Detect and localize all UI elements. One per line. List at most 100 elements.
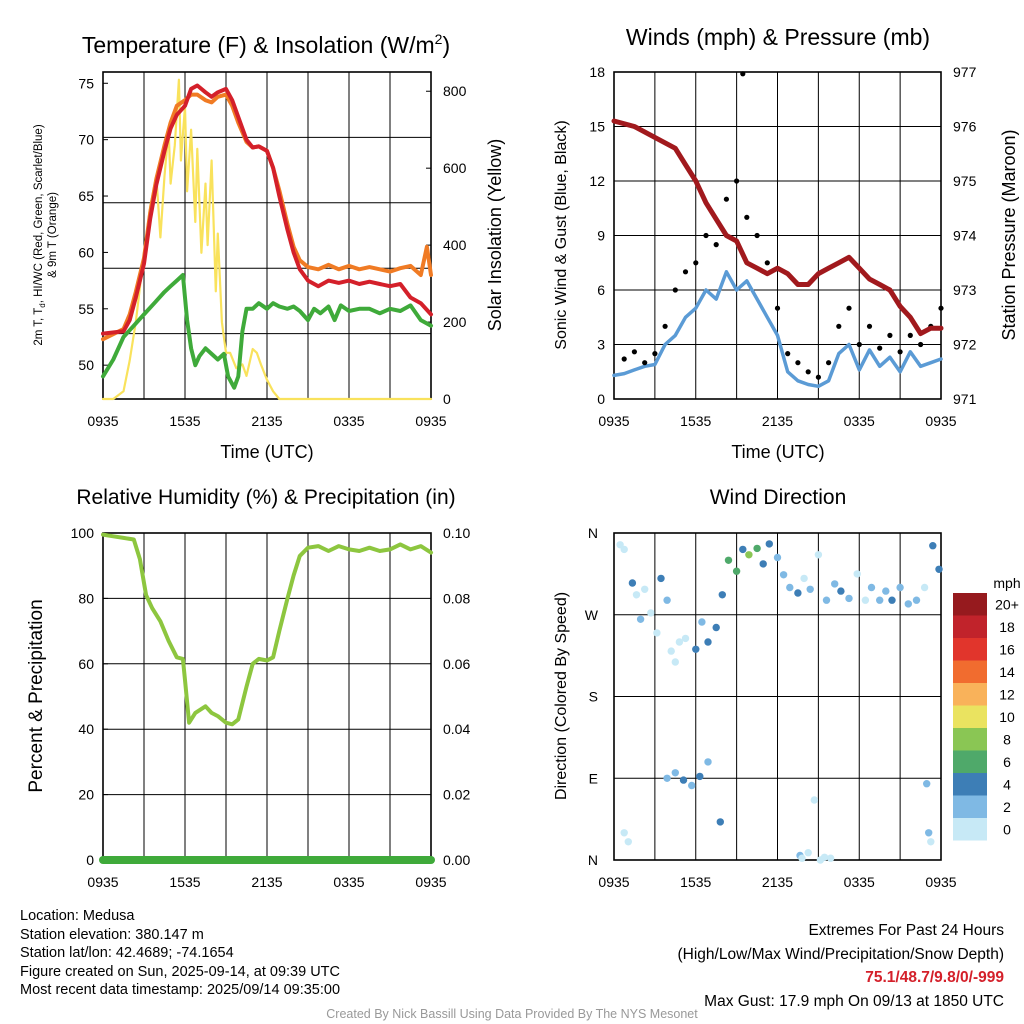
credit-line: Created By Nick Bassill Using Data Provi…: [326, 1007, 698, 1021]
solar-y-tick-label: 400: [443, 237, 467, 253]
direction-point: [822, 596, 831, 604]
x-tick-label: 2135: [251, 413, 282, 429]
direction-point: [739, 545, 747, 554]
direction-point: [698, 618, 706, 626]
direction-point: [867, 583, 876, 592]
direction-point: [712, 623, 720, 632]
pressure-y-tick-label: 976: [953, 119, 977, 135]
rh-y-tick-label: 60: [78, 656, 94, 672]
pressure-y-tick-label: 973: [953, 282, 977, 298]
direction-point: [657, 574, 665, 583]
direction-point: [692, 645, 700, 653]
rh-y-tick-label: 0: [86, 852, 94, 868]
direction-point: [853, 570, 861, 578]
solar-y-tick-label: 200: [443, 314, 467, 330]
gust-point: [785, 351, 791, 357]
info-elevation: Station elevation: 380.147 m: [20, 926, 204, 943]
direction-point: [671, 769, 679, 777]
direction-point: [681, 634, 690, 643]
direction-point: [904, 600, 912, 608]
legend-label: 2: [1003, 799, 1011, 815]
legend-swatch: [953, 705, 987, 728]
gust-point: [723, 196, 730, 202]
rh-plot: 0935 1535 2135 0335 0935 0 20 40 60 80 100 0.00 0.02…: [71, 525, 471, 890]
temp-ylabel-line2: & 9m T (Orange): [47, 192, 59, 278]
dir-y-tick-label: N: [588, 525, 598, 541]
precip-y-tick-label: 0.00: [443, 852, 470, 868]
direction-point: [624, 838, 632, 846]
x-tick-label: 0335: [333, 413, 364, 429]
legend-label: 4: [1003, 776, 1011, 792]
gust-point: [652, 351, 658, 357]
legend-label: 14: [999, 664, 1015, 680]
legend-swatch: [953, 728, 987, 751]
x-tick-label: 0335: [844, 874, 875, 890]
pressure-y-tick-label: 971: [953, 391, 977, 407]
rh-ylabel: Percent & Precipitation: [26, 599, 47, 792]
solar-y-tick-label: 600: [443, 160, 467, 176]
dir-y-tick-label: E: [589, 770, 598, 786]
direction-point: [753, 544, 761, 553]
direction-point: [765, 540, 773, 548]
dir-ylabel: Direction (Colored By Speed): [553, 592, 570, 800]
gust-point: [846, 305, 852, 311]
legend-label: 18: [999, 619, 1015, 635]
legend-label: 20+: [995, 596, 1019, 612]
direction-point: [831, 580, 839, 588]
wind-y-tick-label: 6: [597, 282, 605, 298]
direction-point: [820, 853, 829, 861]
precip-y-tick-label: 0.02: [443, 787, 470, 803]
direction-point: [912, 596, 921, 604]
info-recent: Most recent data timestamp: 2025/09/14 0…: [20, 982, 341, 999]
direction-point: [620, 545, 628, 554]
gust-point: [764, 260, 770, 266]
direction-point: [923, 780, 931, 788]
legend-swatch: [953, 638, 987, 661]
dir-y-tick-label: S: [589, 689, 598, 705]
gust-point: [713, 242, 719, 248]
direction-point: [786, 583, 794, 592]
legend-swatch: [953, 795, 987, 818]
x-tick-label: 0335: [844, 413, 875, 429]
direction-point: [920, 583, 929, 592]
pressure-y-tick-label: 977: [953, 64, 977, 80]
temp-y-tick-label: 70: [78, 132, 94, 148]
direction-point: [663, 774, 671, 782]
info-latlon: Station lat/lon: 42.4689; -74.1654: [20, 945, 234, 962]
pressure-y-tick-label: 975: [953, 173, 977, 189]
winds-y2label: Station Pressure (Maroon): [999, 129, 1019, 340]
rh-y-tick-label: 40: [78, 721, 94, 737]
gust-point: [826, 360, 832, 366]
gust-point: [877, 345, 883, 351]
gust-point: [856, 341, 862, 348]
extremes-max-gust: Max Gust: 17.9 mph On 09/13 at 1850 UTC: [704, 992, 1004, 1010]
gust-point: [836, 323, 842, 329]
precip-y-tick-label: 0.10: [443, 525, 470, 541]
rh-y-tick-label: 100: [71, 525, 95, 541]
info-location: Location: Medusa: [20, 908, 135, 924]
direction-point: [620, 829, 628, 837]
direction-point: [688, 781, 696, 790]
winds-plot: 0935 1535 2135 0335 0935 0 3 6 9 12 15 18 971 972 973 9…: [589, 64, 976, 429]
wind-y-tick-label: 3: [597, 337, 605, 353]
direction-point: [653, 629, 661, 637]
extremes-title: Extremes For Past 24 Hours: [808, 922, 1004, 939]
gust-point: [662, 323, 668, 329]
gust-point: [631, 349, 638, 355]
direction-point: [861, 596, 870, 604]
temp-plot: 0935 1535 2135 0335 0935 50 55 60 65 70 75 0 200 400 6…: [78, 71, 467, 429]
legend-swatch: [953, 750, 987, 773]
rh-y-tick-label: 20: [78, 787, 94, 803]
gust-point: [795, 360, 801, 366]
temp-title: Temperature (F) & Insolation (W/m2): [82, 31, 450, 58]
wind-y-tick-label: 9: [597, 228, 605, 244]
direction-point: [718, 591, 726, 599]
speed-legend: 20+ 18 16 14 12 10 8 6 4 2 0: [953, 593, 1019, 841]
direction-point: [804, 849, 812, 857]
gust-point: [866, 323, 873, 329]
direction-point: [800, 574, 808, 583]
x-tick-label: 0935: [415, 874, 446, 890]
gust-point: [744, 214, 750, 220]
